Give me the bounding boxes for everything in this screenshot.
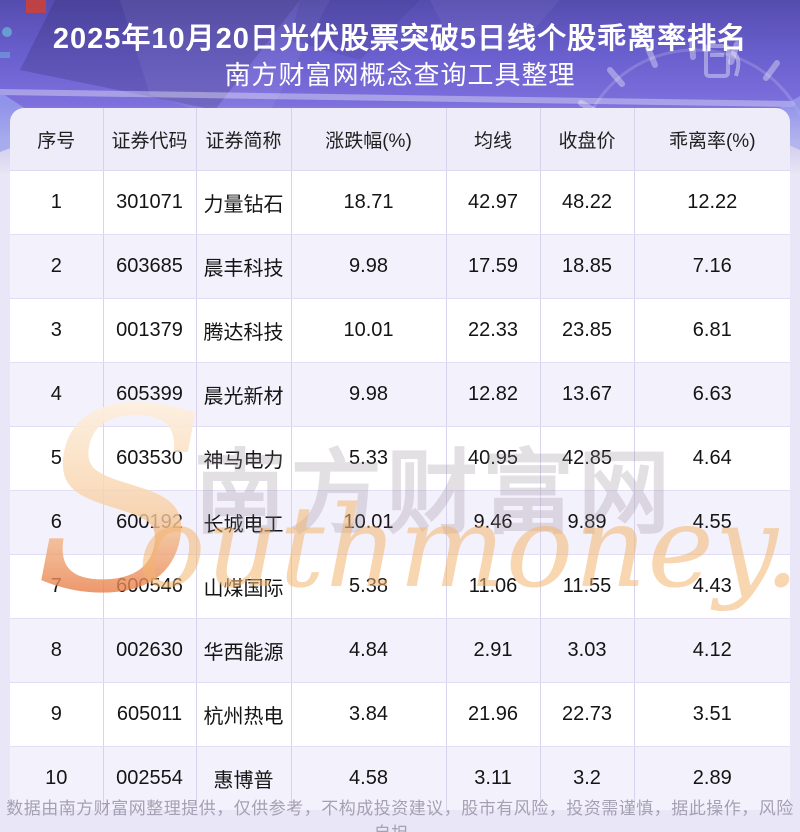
table-cell-乖离率(%): 3.51 <box>634 682 790 747</box>
table-cell-证券代码: 301071 <box>103 170 197 235</box>
table-cell-序号: 8 <box>10 618 104 683</box>
table-cell-乖离率(%): 4.43 <box>634 554 790 619</box>
table-cell-收盘价: 42.85 <box>540 426 635 491</box>
table-cell-乖离率(%): 4.55 <box>634 490 790 555</box>
table-cell-序号: 7 <box>10 554 104 619</box>
red-accent-square <box>26 0 46 13</box>
table-cell-均线: 12.82 <box>446 362 541 427</box>
table-cell-涨跌幅(%): 18.71 <box>291 170 447 235</box>
table-cell-乖离率(%): 12.22 <box>634 170 790 235</box>
table-cell-收盘价: 48.22 <box>540 170 635 235</box>
table-cell-涨跌幅(%): 9.98 <box>291 362 447 427</box>
table-cell-证券代码: 605011 <box>103 682 197 747</box>
table-cell-涨跌幅(%): 10.01 <box>291 490 447 555</box>
table-cell-序号: 3 <box>10 298 104 363</box>
column-header: 证券代码 <box>103 108 197 171</box>
table-cell-证券代码: 600192 <box>103 490 197 555</box>
table-cell-收盘价: 13.67 <box>540 362 635 427</box>
table-row: 3 001379 腾达科技 10.01 22.33 23.85 6.81 <box>10 298 790 363</box>
table-cell-均线: 3.11 <box>446 746 541 810</box>
table-cell-收盘价: 3.2 <box>540 746 635 810</box>
table-cell-涨跌幅(%): 9.98 <box>291 234 447 299</box>
table-cell-收盘价: 3.03 <box>540 618 635 683</box>
table-cell-均线: 40.95 <box>446 426 541 491</box>
table-cell-序号: 5 <box>10 426 104 491</box>
table-body: 1 301071 力量钻石 18.71 42.97 48.22 12.22 2 603685 晨丰… <box>10 170 790 810</box>
table-row: 5 603530 神马电力 5.33 40.95 42.85 4.64 <box>10 426 790 491</box>
table-row: 9 605011 杭州热电 3.84 21.96 22.73 3.51 <box>10 682 790 747</box>
table-cell-证券代码: 603685 <box>103 234 197 299</box>
table-cell-收盘价: 9.89 <box>540 490 635 555</box>
table-cell-涨跌幅(%): 4.58 <box>291 746 447 810</box>
table-cell-证券代码: 600546 <box>103 554 197 619</box>
table-cell-均线: 21.96 <box>446 682 541 747</box>
table-cell-序号: 6 <box>10 490 104 555</box>
table-cell-涨跌幅(%): 5.38 <box>291 554 447 619</box>
table-cell-证券简称: 晨丰科技 <box>196 234 292 299</box>
table-row: 1 301071 力量钻石 18.71 42.97 48.22 12.22 <box>10 170 790 235</box>
table-cell-证券代码: 603530 <box>103 426 197 491</box>
table-cell-序号: 4 <box>10 362 104 427</box>
table-cell-均线: 11.06 <box>446 554 541 619</box>
table-cell-证券简称: 惠博普 <box>196 746 292 810</box>
table-cell-均线: 9.46 <box>446 490 541 555</box>
table-row: 4 605399 晨光新材 9.98 12.82 13.67 6.63 <box>10 362 790 427</box>
column-header: 序号 <box>10 108 104 171</box>
table-cell-证券简称: 华西能源 <box>196 618 292 683</box>
title-block: 2025年10月20日光伏股票突破5日线个股乖离率排名 南方财富网概念查询工具整… <box>0 20 800 92</box>
table-row: 7 600546 山煤国际 5.38 11.06 11.55 4.43 <box>10 554 790 619</box>
table-cell-收盘价: 22.73 <box>540 682 635 747</box>
table-cell-序号: 10 <box>10 746 104 810</box>
table-row: 2 603685 晨丰科技 9.98 17.59 18.85 7.16 <box>10 234 790 299</box>
table-cell-收盘价: 18.85 <box>540 234 635 299</box>
stock-table: 序号 证券代码 证券简称 涨跌幅(%) 均线 收盘价 乖离率(%) 1 301071 力量钻石 1… <box>10 108 790 810</box>
table-cell-涨跌幅(%): 10.01 <box>291 298 447 363</box>
table-cell-乖离率(%): 2.89 <box>634 746 790 810</box>
table-cell-证券简称: 晨光新材 <box>196 362 292 427</box>
table-cell-均线: 17.59 <box>446 234 541 299</box>
table-row: 8 002630 华西能源 4.84 2.91 3.03 4.12 <box>10 618 790 683</box>
table-cell-乖离率(%): 4.64 <box>634 426 790 491</box>
table-cell-乖离率(%): 6.81 <box>634 298 790 363</box>
table-cell-证券代码: 002554 <box>103 746 197 810</box>
table-cell-序号: 2 <box>10 234 104 299</box>
table-cell-证券代码: 002630 <box>103 618 197 683</box>
table-cell-涨跌幅(%): 5.33 <box>291 426 447 491</box>
stock-table-container: 序号 证券代码 证券简称 涨跌幅(%) 均线 收盘价 乖离率(%) 1 301071 力量钻石 1… <box>10 108 790 810</box>
table-cell-乖离率(%): 6.63 <box>634 362 790 427</box>
table-cell-均线: 22.33 <box>446 298 541 363</box>
table-cell-证券简称: 山煤国际 <box>196 554 292 619</box>
footer-disclaimer: 数据由南方财富网整理提供，仅供参考，不构成投资建议，股市有风险，投资需谨慎，据此… <box>6 799 794 832</box>
table-cell-涨跌幅(%): 3.84 <box>291 682 447 747</box>
table-cell-证券简称: 力量钻石 <box>196 170 292 235</box>
table-cell-证券代码: 001379 <box>103 298 197 363</box>
page-subtitle: 南方财富网概念查询工具整理 <box>224 60 576 90</box>
table-cell-均线: 2.91 <box>446 618 541 683</box>
table-cell-乖离率(%): 7.16 <box>634 234 790 299</box>
column-header: 收盘价 <box>540 108 635 171</box>
table-cell-涨跌幅(%): 4.84 <box>291 618 447 683</box>
column-header: 均线 <box>446 108 541 171</box>
table-header-row: 序号 证券代码 证券简称 涨跌幅(%) 均线 收盘价 乖离率(%) <box>10 108 790 171</box>
table-cell-序号: 1 <box>10 170 104 235</box>
table-cell-证券代码: 605399 <box>103 362 197 427</box>
table-cell-乖离率(%): 4.12 <box>634 618 790 683</box>
table-cell-序号: 9 <box>10 682 104 747</box>
column-header: 证券简称 <box>196 108 292 171</box>
table-cell-证券简称: 杭州热电 <box>196 682 292 747</box>
table-cell-证券简称: 长城电工 <box>196 490 292 555</box>
table-cell-证券简称: 神马电力 <box>196 426 292 491</box>
column-header: 乖离率(%) <box>634 108 790 171</box>
table-row: 6 600192 长城电工 10.01 9.46 9.89 4.55 <box>10 490 790 555</box>
table-row: 10 002554 惠博普 4.58 3.11 3.2 2.89 <box>10 746 790 810</box>
table-cell-均线: 42.97 <box>446 170 541 235</box>
table-cell-收盘价: 23.85 <box>540 298 635 363</box>
table-cell-收盘价: 11.55 <box>540 554 635 619</box>
column-header: 涨跌幅(%) <box>291 108 447 171</box>
table-cell-证券简称: 腾达科技 <box>196 298 292 363</box>
page-title: 2025年10月20日光伏股票突破5日线个股乖离率排名 <box>52 23 748 55</box>
